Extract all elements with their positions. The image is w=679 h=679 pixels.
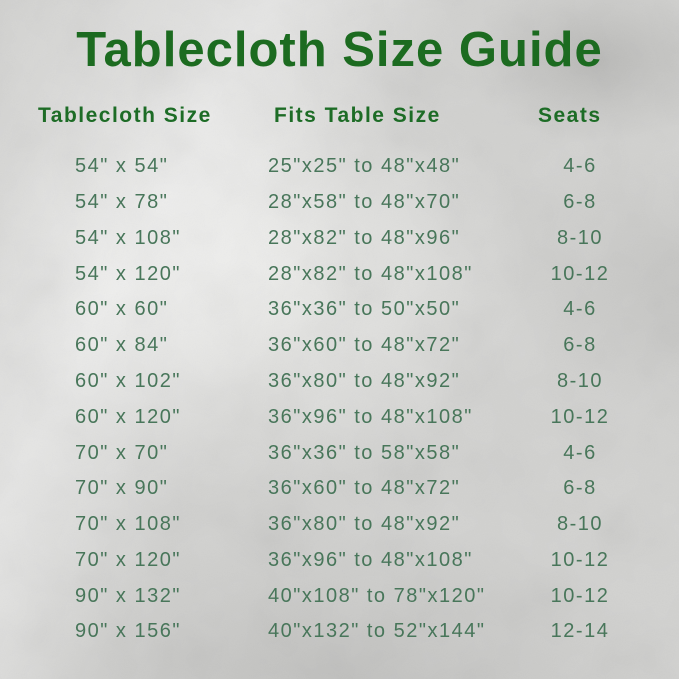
fits-table-size-cell: 36"x36" to 50"x50" — [268, 298, 461, 321]
table-row: 70" x 70" 36"x36" to 58"x58" 4-6 — [0, 435, 679, 471]
fits-table-size-cell: 40"x132" to 52"x144" — [268, 620, 486, 643]
table-row: 60" x 84" 36"x60" to 48"x72" 6-8 — [0, 328, 679, 364]
tablecloth-size-cell: 54" x 78" — [75, 191, 169, 214]
fits-table-size-cell: 40"x108" to 78"x120" — [268, 584, 486, 607]
seats-cell: 8-10 — [556, 226, 604, 249]
seats-cell: 6-8 — [563, 477, 597, 500]
table-row: 70" x 108" 36"x80" to 48"x92" 8-10 — [0, 507, 679, 543]
seats-cell: 10-12 — [550, 405, 610, 428]
seats-cell: 4-6 — [563, 441, 597, 464]
column-header-tablecloth-size: Tablecloth Size — [38, 104, 212, 127]
fits-table-size-cell: 36"x80" to 48"x92" — [268, 513, 461, 536]
fits-table-size-cell: 36"x80" to 48"x92" — [268, 369, 461, 392]
tablecloth-size-cell: 70" x 90" — [75, 477, 169, 500]
size-table-body: 54" x 54" 25"x25" to 48"x48" 4-6 54" x 78" 2… — [0, 149, 679, 650]
seats-cell: 6-8 — [563, 191, 597, 214]
table-row: 60" x 102" 36"x80" to 48"x92" 8-10 — [0, 364, 679, 400]
table-row: 60" x 60" 36"x36" to 50"x50" 4-6 — [0, 292, 679, 328]
seats-cell: 6-8 — [563, 334, 597, 357]
fits-table-size-cell: 28"x82" to 48"x96" — [268, 226, 461, 249]
seats-cell: 8-10 — [556, 513, 604, 536]
seats-cell: 10-12 — [550, 262, 610, 285]
fits-table-size-cell: 36"x96" to 48"x108" — [268, 405, 473, 428]
tablecloth-size-cell: 60" x 60" — [75, 298, 169, 321]
table-row: 70" x 90" 36"x60" to 48"x72" 6-8 — [0, 471, 679, 507]
table-header-row: Tablecloth Size Fits Table Size Seats — [0, 104, 679, 136]
fits-table-size-cell: 36"x60" to 48"x72" — [268, 334, 461, 357]
column-header-fits-table-size: Fits Table Size — [274, 104, 441, 127]
seats-cell: 4-6 — [563, 298, 597, 321]
fits-table-size-cell: 28"x82" to 48"x108" — [268, 262, 473, 285]
page-title: Tablecloth Size Guide — [76, 23, 603, 77]
tablecloth-size-cell: 70" x 120" — [75, 548, 181, 571]
fits-table-size-cell: 25"x25" to 48"x48" — [268, 155, 461, 178]
table-row: 54" x 54" 25"x25" to 48"x48" 4-6 — [0, 149, 679, 185]
seats-cell: 4-6 — [563, 155, 597, 178]
table-row: 90" x 132" 40"x108" to 78"x120" 10-12 — [0, 578, 679, 614]
seats-cell: 12-14 — [550, 620, 610, 643]
fits-table-size-cell: 36"x60" to 48"x72" — [268, 477, 461, 500]
column-header-seats: Seats — [538, 104, 602, 127]
tablecloth-size-cell: 60" x 120" — [75, 405, 181, 428]
tablecloth-size-cell: 60" x 102" — [75, 369, 181, 392]
tablecloth-size-cell: 90" x 156" — [75, 620, 181, 643]
table-row: 70" x 120" 36"x96" to 48"x108" 10-12 — [0, 542, 679, 578]
fits-table-size-cell: 36"x96" to 48"x108" — [268, 548, 473, 571]
tablecloth-size-cell: 54" x 54" — [75, 155, 169, 178]
fits-table-size-cell: 28"x58" to 48"x70" — [268, 191, 461, 214]
tablecloth-size-cell: 70" x 70" — [75, 441, 169, 464]
fits-table-size-cell: 36"x36" to 58"x58" — [268, 441, 461, 464]
tablecloth-size-cell: 70" x 108" — [75, 513, 181, 536]
tablecloth-size-cell: 54" x 108" — [75, 226, 181, 249]
seats-cell: 10-12 — [550, 548, 610, 571]
table-row: 54" x 78" 28"x58" to 48"x70" 6-8 — [0, 185, 679, 221]
seats-cell: 10-12 — [550, 584, 610, 607]
seats-cell: 8-10 — [556, 369, 604, 392]
tablecloth-size-cell: 90" x 132" — [75, 584, 181, 607]
tablecloth-size-cell: 60" x 84" — [75, 334, 169, 357]
table-row: 54" x 108" 28"x82" to 48"x96" 8-10 — [0, 221, 679, 257]
tablecloth-size-cell: 54" x 120" — [75, 262, 181, 285]
table-row: 90" x 156" 40"x132" to 52"x144" 12-14 — [0, 614, 679, 650]
table-row: 60" x 120" 36"x96" to 48"x108" 10-12 — [0, 399, 679, 435]
table-row: 54" x 120" 28"x82" to 48"x108" 10-12 — [0, 256, 679, 292]
